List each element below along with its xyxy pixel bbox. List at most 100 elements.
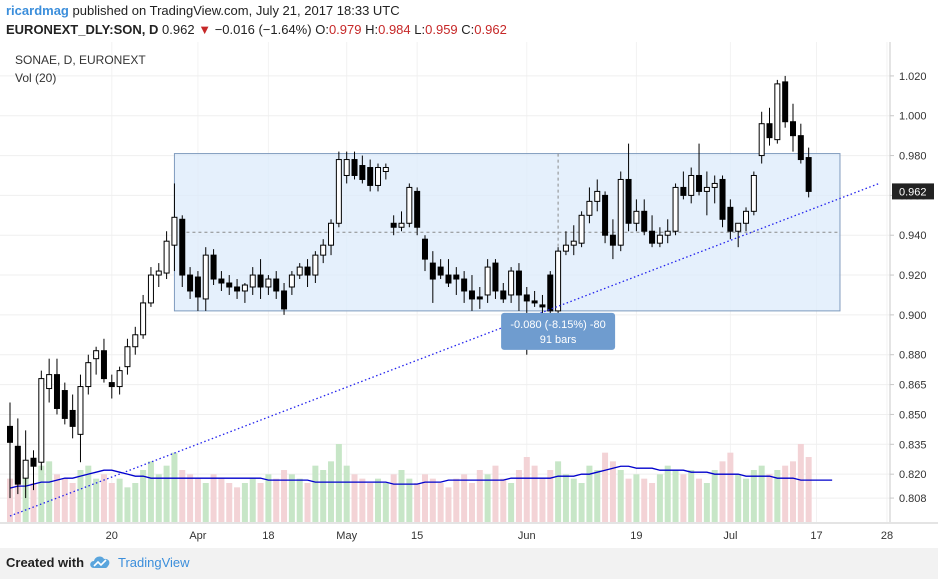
volume-bar [649,483,656,522]
measure-label: -0.080 (-8.15%) -80 91 bars [501,312,616,350]
candle-body [265,278,272,288]
volume-bar [351,474,358,522]
candle-body [124,346,131,368]
y-tick-label: 0.980 [899,151,927,163]
date-price-range[interactable] [173,153,841,312]
candle-body [38,378,45,463]
volume-bar [210,474,217,522]
candle-body [14,445,21,485]
candle-body [719,178,726,220]
x-tick-label: 17 [810,530,822,542]
volume-bar [335,444,342,522]
volume-bar [461,474,468,522]
candle-body [375,167,382,186]
candle-body [257,274,264,288]
candle-body [147,274,154,304]
open-label: O: [315,22,329,37]
candle-body [140,302,147,336]
volume-bar [93,478,100,522]
volume-bar [523,457,530,522]
candle-body [46,374,53,390]
candle-body [53,374,60,409]
symbol-label: EURONEXT_DLY:SON, D [6,22,159,37]
candle-body [461,278,468,292]
last-price-tag-label: 0.962 [899,186,927,198]
volume-bar [680,474,687,522]
y-tick-label: 0.880 [899,350,927,362]
candle-body [77,386,84,435]
candle-body [273,278,280,292]
candle-body [414,190,421,228]
volume-bar [124,487,131,522]
volume-bar [696,478,703,522]
volume-bar [414,483,421,522]
footer: Created with TradingView [0,548,938,579]
candle-body [523,294,530,302]
candle-body [696,174,703,192]
candle-body [633,210,640,224]
publish-line: ricardmag published on TradingView.com, … [6,3,400,18]
volume-bar [163,465,170,522]
volume-bar [304,483,311,522]
x-tick-label: 28 [881,530,893,542]
candle-body [656,234,663,244]
candle-body [194,276,201,298]
price-chart[interactable]: -0.080 (-8.15%) -80 91 bars 1.020 1.000 0.9… [0,42,938,548]
volume-bar [805,457,812,522]
y-tick-label: 0.820 [899,469,927,481]
volume-bar [406,478,413,522]
author-link[interactable]: ricardmag [6,3,69,18]
volume-ma-polyline [9,465,833,489]
candle-body [609,234,616,246]
candle-body [312,254,319,276]
candle-body [320,244,327,256]
tradingview-link[interactable]: TradingView [118,555,190,570]
volume-bar [273,478,280,522]
candle-body [390,222,397,228]
close-label: C: [461,22,475,37]
time-axis[interactable]: 20 Apr 18 May 15 Jun 19 Jul 17 28 [106,530,893,542]
volume-bar [664,465,671,522]
trendline[interactable] [9,182,880,517]
volume-bar [500,478,507,522]
volume-bar [85,465,92,522]
candle-body [437,266,444,276]
candle-body [649,230,656,244]
volume-bar [508,483,515,522]
candle-body [100,350,107,380]
volume-bar [476,470,483,522]
candle-body [688,174,695,196]
volume-bar [711,470,718,522]
volume-bar [390,474,397,522]
x-tick-label: 19 [630,530,642,542]
volume-bar [531,465,538,522]
x-tick-label: May [336,530,357,542]
candle-body [531,300,538,304]
candle-body [429,262,436,280]
candle-body [547,274,554,312]
down-arrow-icon: ▼ [198,22,212,37]
volume-bar [719,461,726,522]
candle-body [578,214,585,244]
high-value: 0.984 [378,22,411,37]
candle-body [234,286,241,292]
x-tick-label: 18 [262,530,274,542]
volume-bar [547,470,554,522]
volume-bar [735,474,742,522]
last-price-tag [892,183,934,200]
volume-bar [437,483,444,522]
candle-body [484,266,491,296]
price-axis[interactable]: 1.0201.0000.9800.9600.9400.9200.9000.880… [890,71,934,505]
candle-body [288,274,295,288]
candle-body [664,230,671,236]
candle-body [445,274,452,284]
volume-bar [61,478,68,522]
candle-body [570,240,577,246]
volume-bar [429,478,436,522]
candle-body [790,121,796,137]
volume-bar [688,470,695,522]
candle-body [797,135,804,161]
candle-body [187,274,194,292]
candle-body [672,186,679,232]
volume-bar [617,470,624,522]
